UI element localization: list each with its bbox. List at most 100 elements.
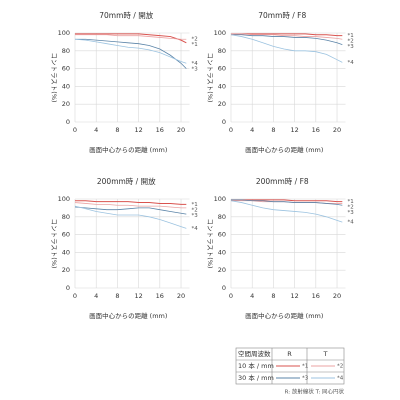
series-end-label: *3 — [192, 66, 199, 72]
x-axis-label: 画面中心からの距離 (mm) — [245, 311, 323, 320]
y-tick-label: 20 — [218, 100, 226, 108]
y-tick-label: 60 — [218, 231, 226, 239]
y-tick-label: 100 — [58, 195, 70, 203]
y-tick-label: 40 — [218, 248, 226, 256]
y-tick-label: 60 — [62, 231, 70, 239]
series-line — [75, 34, 187, 40]
y-tick-label: 40 — [62, 248, 70, 256]
y-tick-label: 40 — [62, 82, 70, 90]
legend-table-header: T — [323, 350, 328, 358]
y-tick-label: 60 — [62, 65, 70, 73]
series-end-label: *4 — [348, 60, 355, 66]
y-tick-label: 80 — [218, 47, 226, 55]
series-line — [231, 34, 343, 45]
chart-title: 200mm時 / 開放 — [97, 176, 156, 186]
y-axis-label: コントラスト(%) — [50, 218, 58, 268]
y-tick-label: 20 — [218, 266, 226, 274]
series-line — [230, 34, 343, 63]
series-end-label: *3 — [348, 210, 355, 216]
series-line — [74, 38, 187, 64]
series-end-label: *3 — [348, 44, 355, 50]
series-line — [230, 200, 343, 223]
y-tick-label: 100 — [214, 195, 226, 203]
series-end-label: *1 — [192, 202, 198, 208]
series-end-label: *2 — [348, 39, 354, 45]
x-tick-label: 4 — [250, 292, 254, 300]
x-tick-label: 4 — [94, 126, 98, 134]
x-axis-label: 画面中心からの距離 (mm) — [245, 145, 323, 154]
legend-cell-label: *2 — [337, 364, 343, 370]
legend-table-header: 空間周波数 — [238, 349, 271, 358]
chart-title: 200mm時 / F8 — [256, 177, 309, 186]
series-end-label: *4 — [192, 61, 199, 67]
x-tick-label: 16 — [312, 126, 320, 134]
x-tick-label: 12 — [290, 292, 298, 300]
x-axis-label: 画面中心からの距離 (mm) — [89, 311, 167, 320]
x-tick-label: 12 — [134, 126, 142, 134]
series-line — [231, 199, 343, 206]
x-tick-label: 20 — [333, 292, 341, 300]
legend-cell-label: *1 — [302, 364, 308, 370]
series-line — [75, 200, 187, 205]
x-tick-label: 16 — [156, 292, 164, 300]
x-tick-label: 4 — [94, 292, 98, 300]
x-tick-label: 16 — [312, 292, 320, 300]
series-end-label: *3 — [192, 213, 199, 219]
x-tick-label: 4 — [250, 126, 254, 134]
y-axis-label: コントラスト(%) — [206, 52, 214, 102]
x-tick-label: 12 — [290, 126, 298, 134]
y-tick-label: 20 — [62, 100, 70, 108]
series-line — [74, 202, 187, 209]
y-tick-label: 40 — [218, 82, 226, 90]
series-line — [74, 206, 187, 215]
y-axis-label: コントラスト(%) — [50, 52, 58, 102]
series-end-label: *4 — [348, 220, 355, 226]
y-tick-label: 80 — [218, 213, 226, 221]
legend-table-border — [235, 347, 345, 385]
series-end-label: *1 — [192, 42, 198, 48]
x-tick-label: 20 — [177, 126, 185, 134]
legend-cell-label: *3 — [302, 376, 309, 382]
series-end-label: *2 — [192, 207, 198, 213]
series-line — [231, 33, 343, 40]
x-tick-label: 8 — [115, 126, 119, 134]
y-tick-label: 0 — [222, 118, 226, 126]
y-tick-label: 0 — [222, 284, 226, 292]
y-tick-label: 100 — [214, 29, 226, 37]
x-tick-label: 0 — [73, 292, 77, 300]
series-line — [75, 38, 187, 69]
series-end-label: *2 — [192, 37, 198, 43]
y-tick-label: 100 — [58, 29, 70, 37]
series-line — [231, 33, 343, 37]
series-line — [75, 33, 187, 44]
x-axis-label: 画面中心からの距離 (mm) — [89, 145, 167, 154]
series-line — [231, 199, 343, 203]
x-tick-label: 16 — [156, 126, 164, 134]
legend-note: R: 放射線状 T: 同心円状 — [285, 388, 345, 396]
x-tick-label: 0 — [73, 126, 77, 134]
legend-table-header: R — [287, 350, 292, 358]
x-tick-label: 0 — [229, 126, 233, 134]
x-tick-label: 12 — [134, 292, 142, 300]
y-tick-label: 80 — [62, 213, 70, 221]
series-line — [74, 205, 187, 229]
series-end-label: *4 — [192, 226, 199, 232]
series-end-label: *1 — [348, 199, 354, 205]
y-tick-label: 0 — [66, 284, 70, 292]
x-tick-label: 20 — [333, 126, 341, 134]
chart-title: 70mm時 / 開放 — [99, 10, 153, 20]
legend-row-label: 10 本 / mm — [238, 361, 274, 370]
x-tick-label: 8 — [271, 126, 275, 134]
y-tick-label: 20 — [62, 266, 70, 274]
y-tick-label: 60 — [218, 65, 226, 73]
y-tick-label: 80 — [62, 47, 70, 55]
x-tick-label: 8 — [115, 292, 119, 300]
legend-cell-label: *4 — [337, 376, 344, 382]
chart-title: 70mm時 / F8 — [258, 11, 306, 20]
legend-row-label: 30 本 / mm — [238, 373, 274, 382]
y-tick-label: 0 — [66, 118, 70, 126]
x-tick-label: 0 — [229, 292, 233, 300]
y-axis-label: コントラスト(%) — [206, 218, 214, 268]
